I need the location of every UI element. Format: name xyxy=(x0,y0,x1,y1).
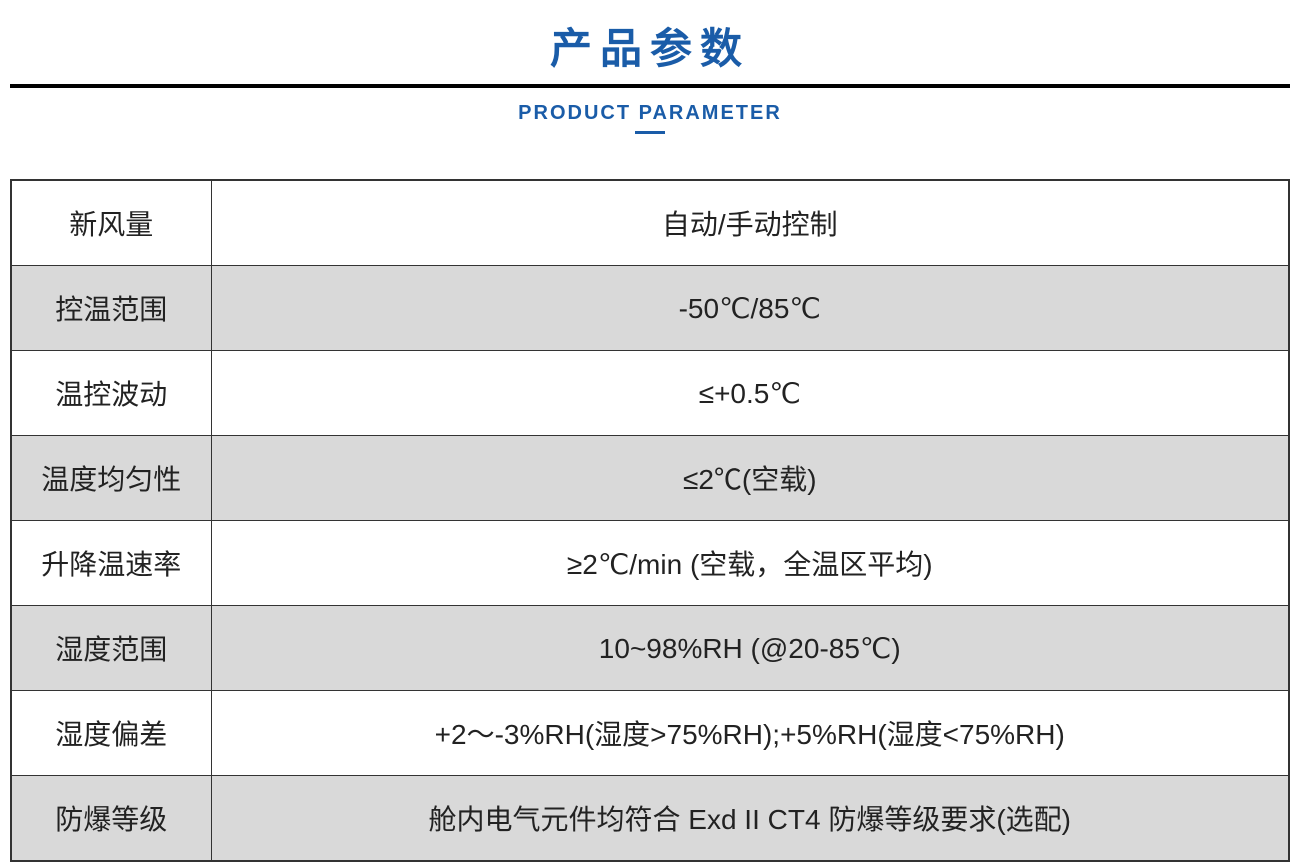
table-row: 升降温速率≥2℃/min (空载，全温区平均) xyxy=(11,521,1289,606)
main-title: 产品参数 xyxy=(10,15,1290,76)
table-cell-value: -50℃/85℃ xyxy=(211,266,1289,351)
table-cell-label: 湿度范围 xyxy=(11,606,211,691)
table-cell-value: ≤2℃(空载) xyxy=(211,436,1289,521)
table-cell-value: ≤+0.5℃ xyxy=(211,351,1289,436)
table-cell-label: 温度均匀性 xyxy=(11,436,211,521)
table-cell-label: 湿度偏差 xyxy=(11,691,211,776)
subtitle: PRODUCT PARAMETER xyxy=(10,102,1290,125)
table-cell-value: +2～-3%RH(湿度>75%RH);+5%RH(湿度<75%RH) xyxy=(211,691,1289,776)
table-row: 控温范围-50℃/85℃ xyxy=(11,266,1289,351)
table-row: 新风量自动/手动控制 xyxy=(11,180,1289,266)
table-cell-value: 10~98%RH (@20-85℃) xyxy=(211,606,1289,691)
table-cell-label: 新风量 xyxy=(11,180,211,266)
table-cell-value: 舱内电气元件均符合 Exd II CT4 防爆等级要求(选配) xyxy=(211,776,1289,862)
table-cell-value: ≥2℃/min (空载，全温区平均) xyxy=(211,521,1289,606)
table-row: 防爆等级舱内电气元件均符合 Exd II CT4 防爆等级要求(选配) xyxy=(11,776,1289,862)
parameter-table-container: 新风量自动/手动控制控温范围-50℃/85℃温控波动≤+0.5℃温度均匀性≤2℃… xyxy=(10,179,1290,862)
table-cell-label: 升降温速率 xyxy=(11,521,211,606)
parameter-table: 新风量自动/手动控制控温范围-50℃/85℃温控波动≤+0.5℃温度均匀性≤2℃… xyxy=(10,179,1290,862)
table-row: 温度均匀性≤2℃(空载) xyxy=(11,436,1289,521)
table-row: 湿度偏差+2～-3%RH(湿度>75%RH);+5%RH(湿度<75%RH) xyxy=(11,691,1289,776)
table-row: 温控波动≤+0.5℃ xyxy=(11,351,1289,436)
table-cell-label: 温控波动 xyxy=(11,351,211,436)
table-cell-label: 控温范围 xyxy=(11,266,211,351)
subtitle-underline xyxy=(635,131,665,134)
table-cell-label: 防爆等级 xyxy=(11,776,211,862)
header: 产品参数 PRODUCT PARAMETER xyxy=(10,15,1290,134)
table-cell-value: 自动/手动控制 xyxy=(211,180,1289,266)
title-divider xyxy=(10,84,1290,88)
table-row: 湿度范围10~98%RH (@20-85℃) xyxy=(11,606,1289,691)
